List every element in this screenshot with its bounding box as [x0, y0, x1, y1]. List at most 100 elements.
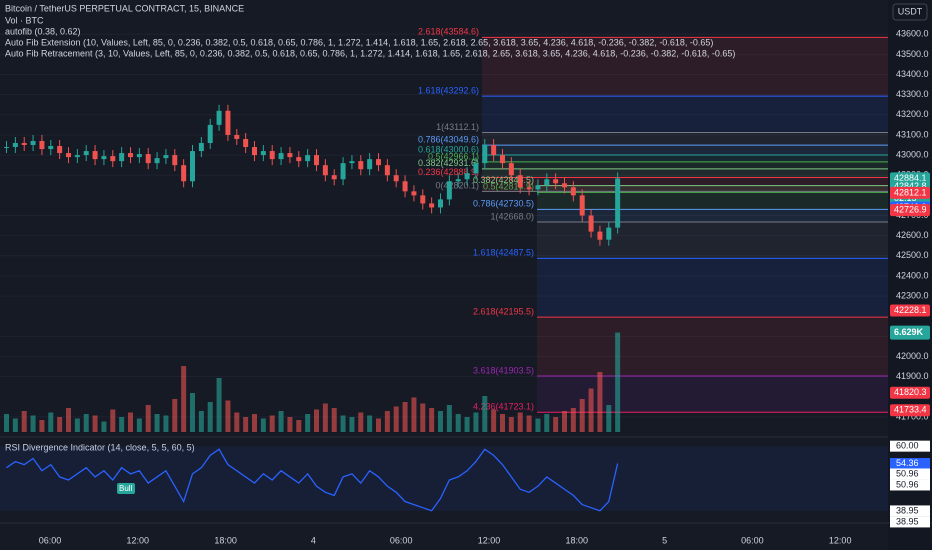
candle [110, 156, 116, 162]
candle [260, 151, 266, 156]
candle [30, 140, 36, 146]
candle [588, 215, 594, 232]
candle [296, 157, 302, 162]
volume-bar [119, 417, 125, 432]
volume-bar [74, 418, 80, 432]
fib-label: 0.618(43000.6) [418, 144, 479, 154]
candle [384, 165, 390, 176]
candle [207, 124, 213, 144]
time-label: 4 [311, 535, 316, 545]
price-tick-label: 43400.0 [896, 69, 929, 79]
fib-label: 3.618(41903.5) [473, 365, 534, 375]
volume-bar [508, 417, 514, 432]
price-tick-label: 43600.0 [896, 29, 929, 39]
volume-bar [21, 411, 27, 432]
price-badge-label: 42726.9 [894, 204, 927, 214]
time-label: 18:00 [566, 535, 589, 545]
fib-band [482, 96, 888, 133]
candle [172, 155, 178, 166]
candle [358, 161, 364, 170]
volume-bar [269, 415, 275, 432]
candle [402, 181, 408, 192]
volume-bar [358, 412, 364, 432]
candle [234, 134, 240, 139]
volume-bar [110, 409, 116, 432]
fib-band [537, 258, 888, 318]
price-tick-label: 42500.0 [896, 250, 929, 260]
fib-band [482, 154, 888, 162]
rsi-band [0, 446, 888, 511]
symbol: Bitcoin / TetherUS PERPETUAL CONTRACT, 1… [5, 3, 244, 13]
volume-bar [570, 408, 576, 432]
price-badge-label: 41820.3 [894, 387, 927, 397]
fib-label: 2.618(43584.6) [418, 27, 479, 37]
candle [74, 155, 80, 158]
volume-bar [402, 402, 408, 432]
price-badge-label: 42228.1 [894, 305, 927, 315]
candle [163, 155, 169, 159]
time-label: 06:00 [390, 535, 413, 545]
candle [482, 145, 488, 164]
volume-bar [615, 332, 621, 432]
volume-bar [83, 414, 89, 432]
price-badge [890, 304, 930, 317]
volume-bar [136, 418, 142, 432]
candle [562, 183, 567, 188]
time-label: 5 [662, 535, 667, 545]
candle [269, 151, 275, 160]
volume-bar [340, 415, 346, 432]
time-label: 12:00 [478, 535, 501, 545]
candle [579, 195, 585, 216]
candle [278, 153, 284, 160]
candle [128, 153, 133, 158]
candle [570, 187, 576, 196]
price-tick-label: 41700.0 [896, 411, 929, 421]
price-badge [890, 386, 930, 399]
time-label: 18:00 [214, 535, 237, 545]
rsi-badge [890, 458, 930, 470]
volume-bar [128, 412, 133, 432]
candle [420, 195, 426, 204]
price-badge [890, 404, 930, 417]
price-badge-label: 42812.1 [894, 187, 927, 197]
candle [216, 110, 222, 125]
fib-label: 0.786(42730.5) [473, 199, 534, 209]
fib-band [482, 177, 888, 192]
fib-label: 0.382(42848.5) [473, 175, 534, 185]
volume-bar [163, 415, 169, 432]
volume-bar [101, 421, 107, 432]
fib-band [537, 185, 888, 193]
candle [243, 138, 249, 148]
rsi-badge [890, 468, 930, 480]
rsi-badge-label: 54.36 [896, 458, 919, 468]
candle [464, 173, 470, 180]
fib-label: 0(42820.1) [435, 181, 479, 191]
volume-bar [30, 415, 36, 432]
candle [606, 227, 612, 240]
volume-bar [331, 408, 337, 432]
volume-bar [57, 417, 63, 432]
candle [331, 175, 337, 180]
fib-band [537, 317, 888, 376]
candle [252, 147, 257, 156]
volume-bar [349, 417, 355, 432]
price-tick-label: 43300.0 [896, 89, 929, 99]
fib-label: 1.618(42487.5) [473, 248, 534, 258]
rsi-badge [890, 440, 930, 452]
candle [287, 153, 293, 158]
price-tick-label: 42400.0 [896, 270, 929, 280]
rsi-badge-label: 60.00 [896, 441, 919, 451]
candle [455, 179, 461, 182]
candle [553, 179, 559, 184]
price-badge [890, 204, 930, 217]
candle [429, 203, 435, 208]
volume-bar [48, 412, 54, 432]
fib-label: 2.618(42195.5) [473, 307, 534, 317]
currency-box[interactable] [892, 3, 928, 21]
candle [314, 155, 319, 166]
price-tick-label: 42300.0 [896, 290, 929, 300]
volume-bar [411, 397, 417, 432]
vol-legend: Vol · BTC [5, 15, 44, 25]
volume-bar [376, 418, 381, 432]
